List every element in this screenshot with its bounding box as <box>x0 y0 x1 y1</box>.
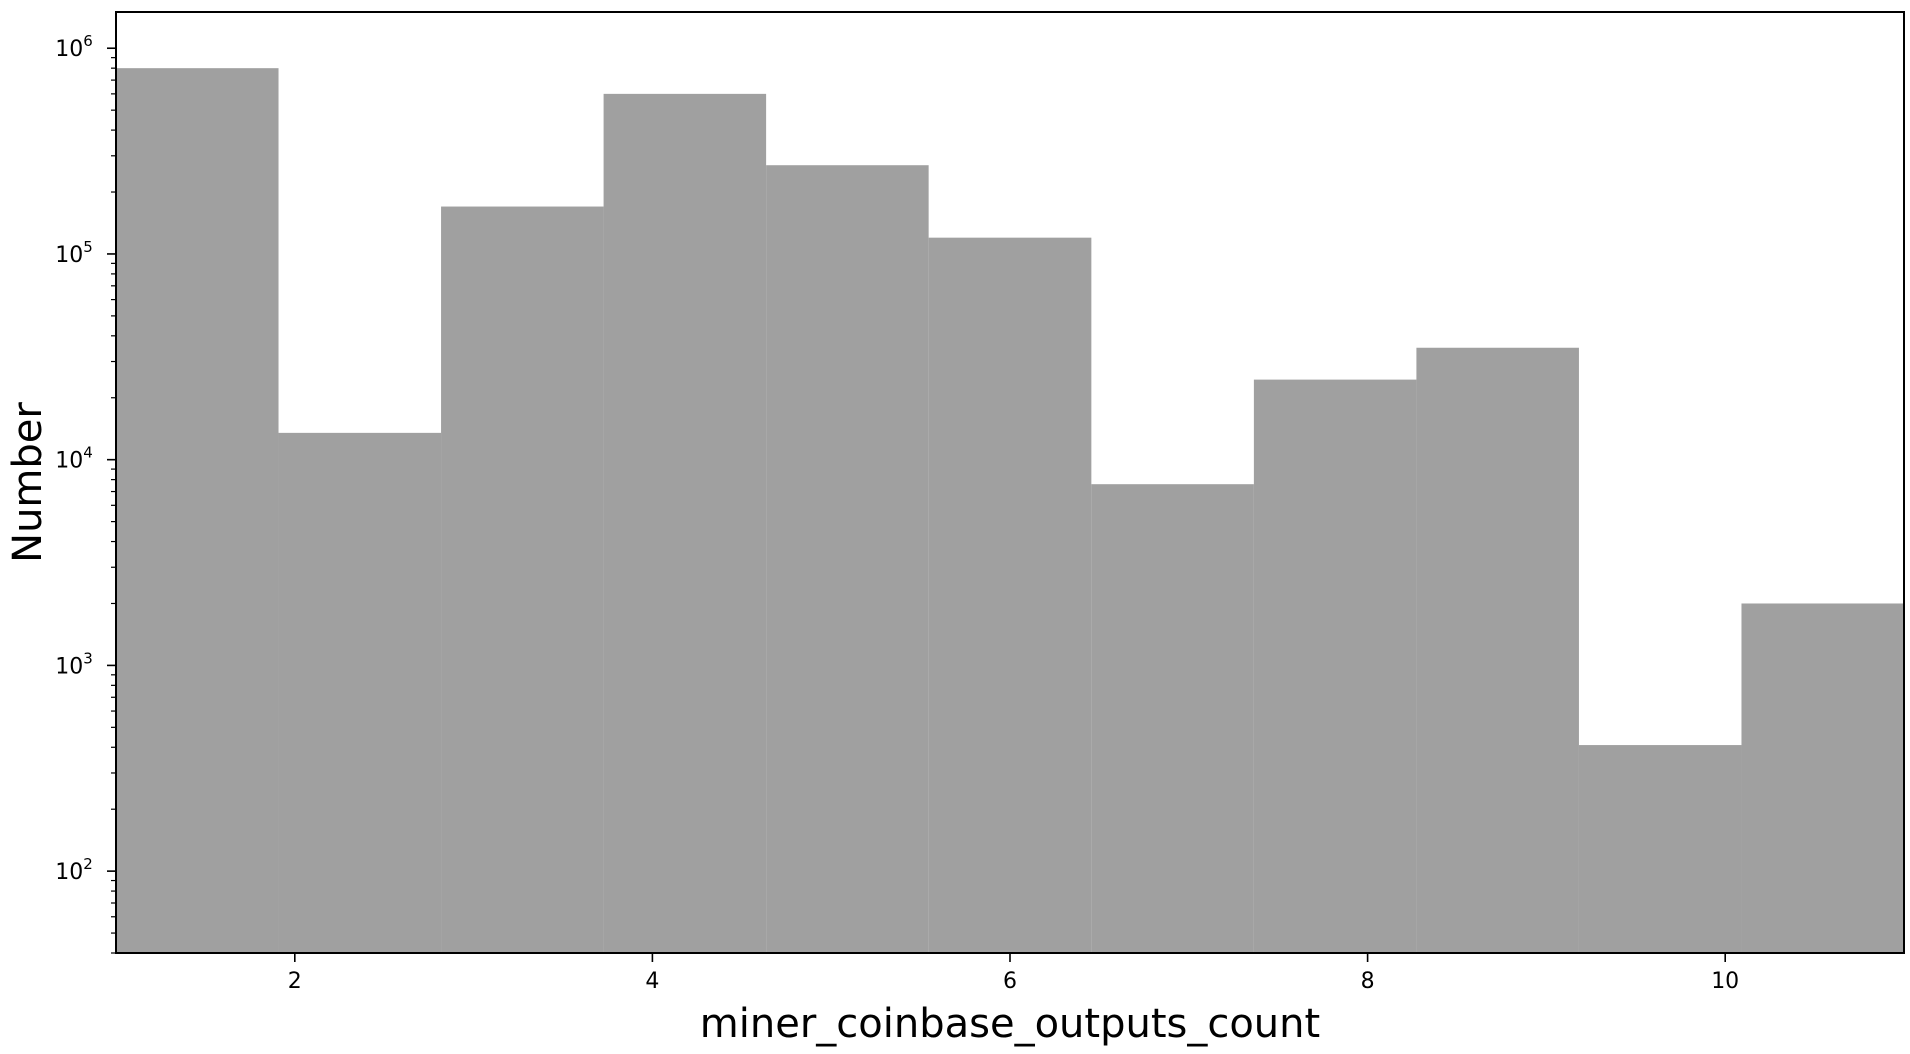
y-tick-label: 106 <box>55 32 93 62</box>
plot-frame <box>115 11 1905 954</box>
histogram-bar-8 <box>1253 379 1417 954</box>
x-tick-label: 10 <box>1711 969 1739 994</box>
histogram-bar-10 <box>1578 745 1742 953</box>
histogram-bar-1 <box>116 68 279 953</box>
histogram-bar-6 <box>928 237 1092 954</box>
y-axis-label: Number <box>5 402 51 563</box>
histogram-bar-5 <box>766 165 929 953</box>
x-tick-label: 2 <box>288 969 302 994</box>
histogram-bar-7 <box>1091 484 1254 953</box>
histogram-bar-11 <box>1741 603 1904 953</box>
histogram-bar-9 <box>1416 347 1579 953</box>
y-tick-label: 103 <box>55 649 93 679</box>
x-axis-ticks: 2 4 6 8 10 <box>288 953 1739 994</box>
x-tick-label: 8 <box>1361 969 1375 994</box>
histogram-bar-2 <box>278 432 442 953</box>
y-tick-label: 104 <box>55 444 93 474</box>
y-tick-label: 105 <box>55 238 93 268</box>
y-axis-ticks: 102 103 104 105 106 <box>55 32 116 954</box>
x-axis-label: miner_coinbase_outputs_count <box>700 1001 1320 1047</box>
bars-group <box>116 68 1904 954</box>
histogram-bar-4 <box>603 93 767 954</box>
x-tick-label: 4 <box>645 969 659 994</box>
y-tick-label: 102 <box>55 855 93 885</box>
x-tick-label: 6 <box>1003 969 1017 994</box>
histogram-bar-3 <box>441 206 604 953</box>
